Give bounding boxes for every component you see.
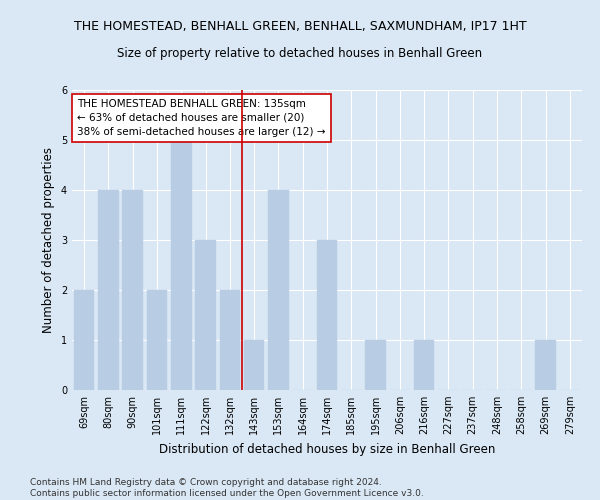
Text: Size of property relative to detached houses in Benhall Green: Size of property relative to detached ho… (118, 48, 482, 60)
Bar (98, 190, 119, 390)
Bar (220, 290, 240, 390)
Text: THE HOMESTEAD BENHALL GREEN: 135sqm
← 63% of detached houses are smaller (20)
38: THE HOMESTEAD BENHALL GREEN: 135sqm ← 63… (77, 99, 326, 137)
Bar (171, 140, 191, 390)
Bar (317, 240, 337, 390)
Bar (535, 340, 556, 390)
Bar (244, 340, 265, 390)
Y-axis label: Number of detached properties: Number of detached properties (43, 147, 55, 333)
Bar (74, 290, 94, 390)
Bar (365, 340, 386, 390)
Text: THE HOMESTEAD, BENHALL GREEN, BENHALL, SAXMUNDHAM, IP17 1HT: THE HOMESTEAD, BENHALL GREEN, BENHALL, S… (74, 20, 526, 33)
X-axis label: Distribution of detached houses by size in Benhall Green: Distribution of detached houses by size … (159, 442, 495, 456)
Text: Contains HM Land Registry data © Crown copyright and database right 2024.
Contai: Contains HM Land Registry data © Crown c… (30, 478, 424, 498)
Bar (122, 190, 143, 390)
Bar (414, 340, 434, 390)
Bar (195, 240, 216, 390)
Bar (146, 290, 167, 390)
Bar (268, 190, 289, 390)
